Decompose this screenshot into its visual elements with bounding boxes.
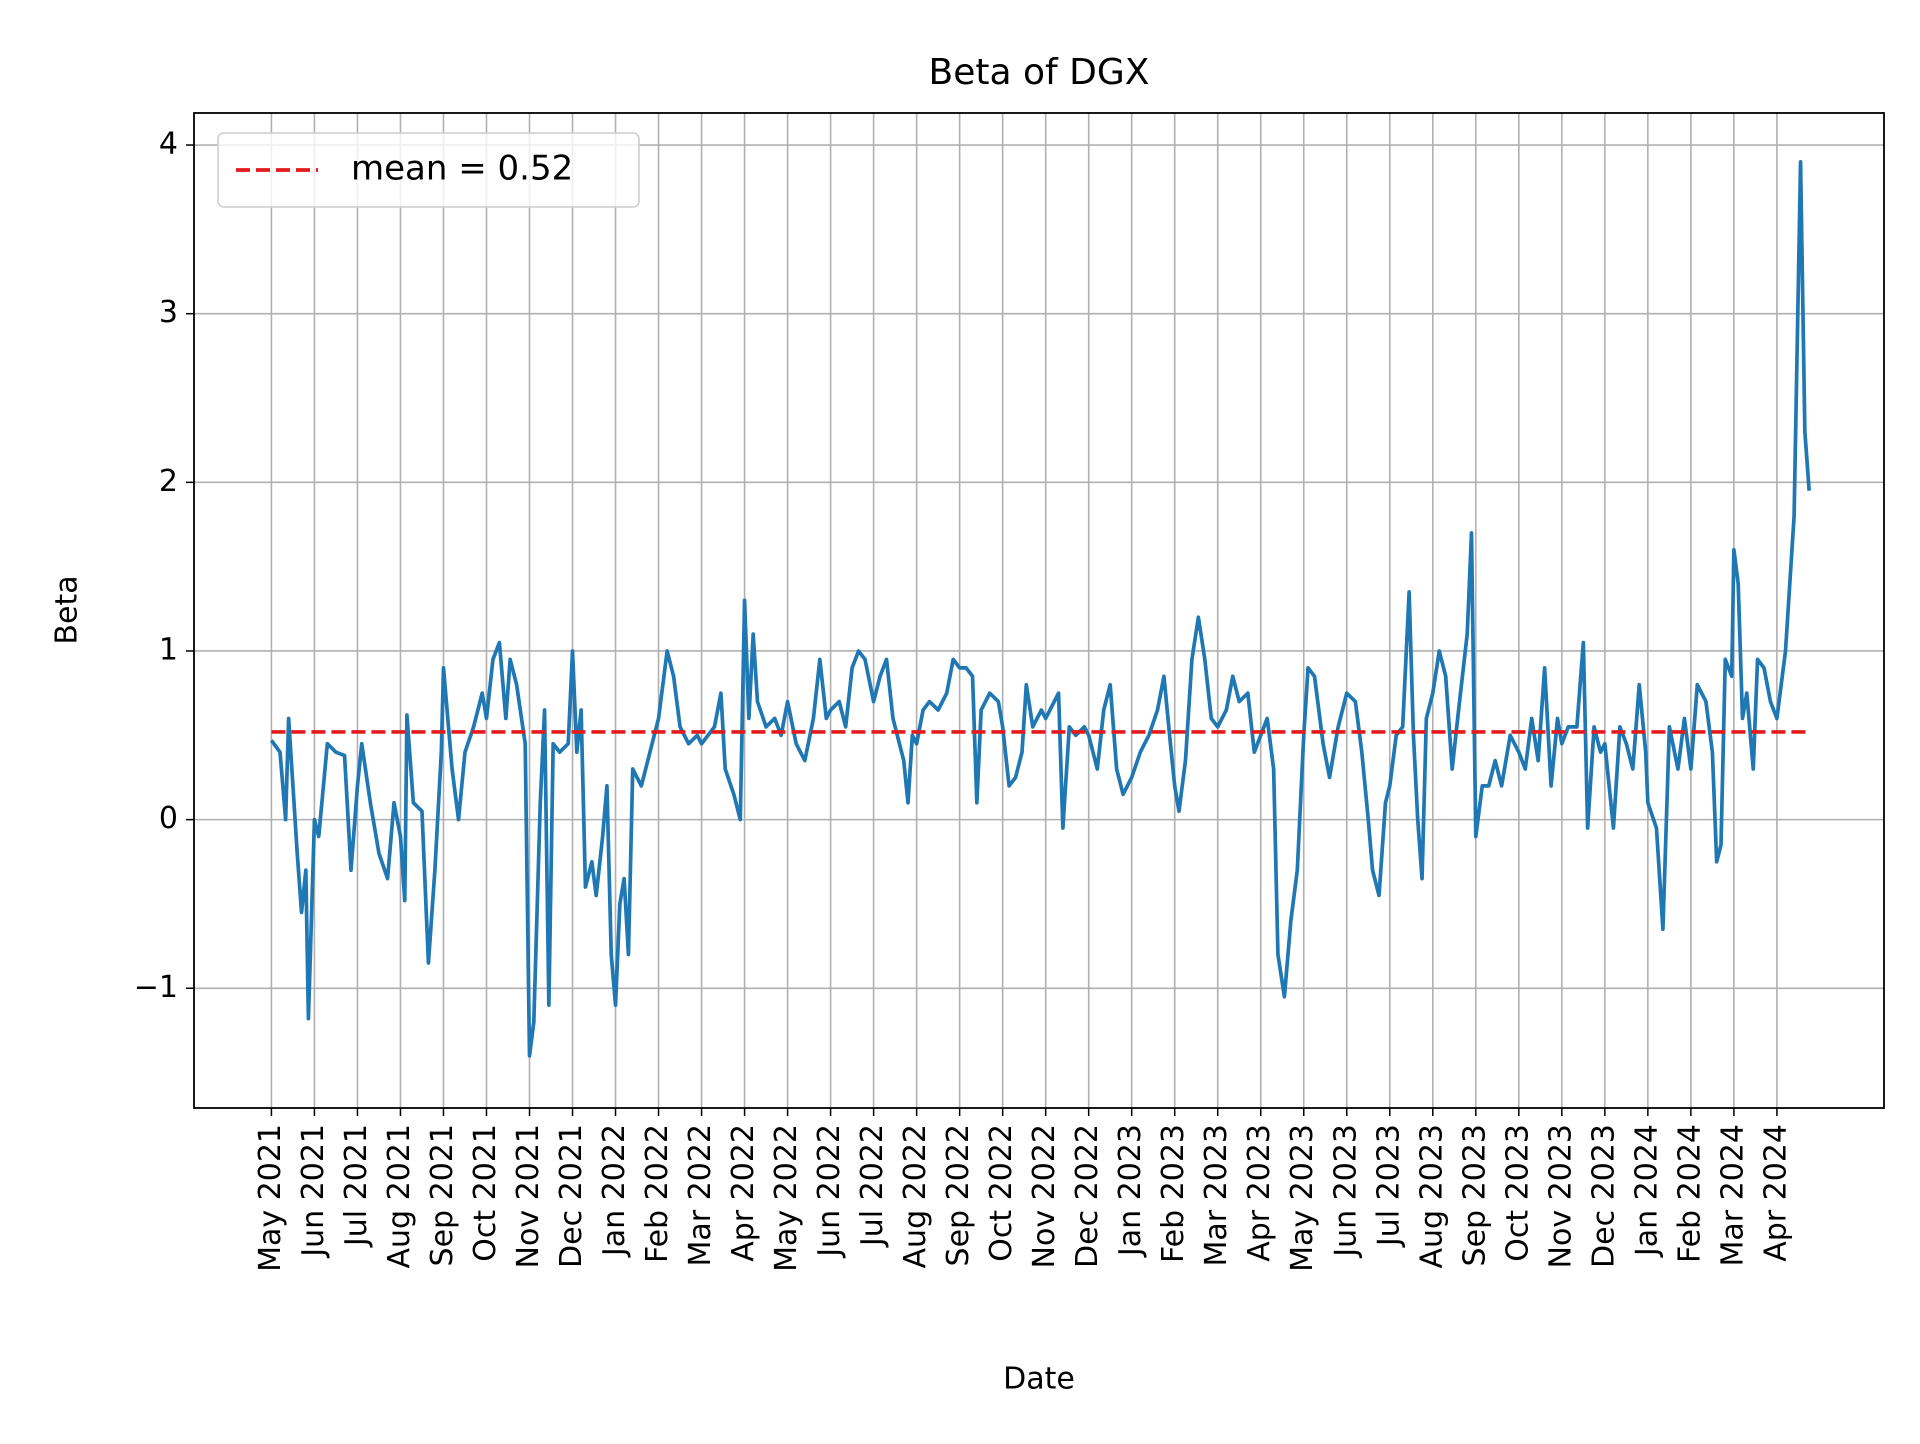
x-tick-label: Feb 2024 xyxy=(1672,1124,1707,1263)
x-tick-label: Dec 2023 xyxy=(1586,1124,1621,1268)
legend-box xyxy=(217,132,640,208)
x-tick-label: May 2023 xyxy=(1285,1124,1320,1272)
x-tick-label: Sep 2023 xyxy=(1457,1124,1492,1266)
x-tick-label: Aug 2022 xyxy=(898,1124,933,1268)
x-tick-label: Mar 2022 xyxy=(683,1124,718,1267)
x-tick-label: Sep 2022 xyxy=(941,1124,976,1266)
chart-title: Beta of DGX xyxy=(929,52,1150,93)
x-tick-label: Sep 2021 xyxy=(425,1124,460,1266)
x-tick-label: Aug 2023 xyxy=(1414,1124,1449,1268)
x-tick-label: Dec 2022 xyxy=(1070,1124,1105,1268)
x-tick-label: Aug 2021 xyxy=(382,1124,417,1268)
x-tick-label: Nov 2022 xyxy=(1027,1124,1062,1268)
x-tick-label: Oct 2022 xyxy=(984,1124,1019,1262)
x-tick-label: Jun 2022 xyxy=(812,1124,847,1259)
x-axis-label: Date xyxy=(1003,1362,1075,1397)
x-tick-label: Jul 2021 xyxy=(339,1124,374,1248)
x-tick-label: Jun 2023 xyxy=(1328,1124,1363,1259)
x-tick-label: Mar 2023 xyxy=(1199,1124,1234,1267)
x-tick-label: Apr 2022 xyxy=(726,1124,761,1262)
x-tick-label: Jul 2022 xyxy=(855,1124,890,1248)
x-tick-label: Mar 2024 xyxy=(1715,1124,1750,1267)
y-tick-label: 4 xyxy=(159,127,178,162)
y-tick-label: 3 xyxy=(159,295,178,330)
x-tick-label: Jan 2023 xyxy=(1113,1124,1148,1258)
x-tick-label: Jul 2023 xyxy=(1371,1124,1406,1248)
x-tick-label: Apr 2024 xyxy=(1758,1124,1793,1262)
y-tick-label: 0 xyxy=(159,801,178,836)
data-line xyxy=(269,160,1812,1058)
plot-frame xyxy=(193,112,1885,1109)
x-tick-label: May 2021 xyxy=(253,1124,288,1272)
x-tick-label: Apr 2023 xyxy=(1242,1124,1277,1262)
x-tick-label: Feb 2023 xyxy=(1156,1124,1191,1263)
x-tick-label: Oct 2023 xyxy=(1500,1124,1535,1262)
x-tick-label: Dec 2021 xyxy=(554,1124,589,1268)
x-tick-label: Oct 2021 xyxy=(468,1124,503,1262)
x-tick-label: Nov 2021 xyxy=(511,1124,546,1268)
y-tick-label: 1 xyxy=(159,632,178,667)
x-tick-label: May 2022 xyxy=(769,1124,804,1272)
y-axis-label: Beta xyxy=(50,575,85,644)
x-tick-label: Jun 2021 xyxy=(296,1124,331,1259)
x-tick-label: Jan 2024 xyxy=(1629,1124,1664,1258)
x-tick-label: Jan 2022 xyxy=(597,1124,632,1258)
x-tick-label: Nov 2023 xyxy=(1543,1124,1578,1268)
legend-label: mean = 0.52 xyxy=(351,149,573,189)
y-tick-label: −1 xyxy=(134,970,178,1005)
y-tick-label: 2 xyxy=(159,464,178,499)
x-tick-label: Feb 2022 xyxy=(640,1124,675,1263)
